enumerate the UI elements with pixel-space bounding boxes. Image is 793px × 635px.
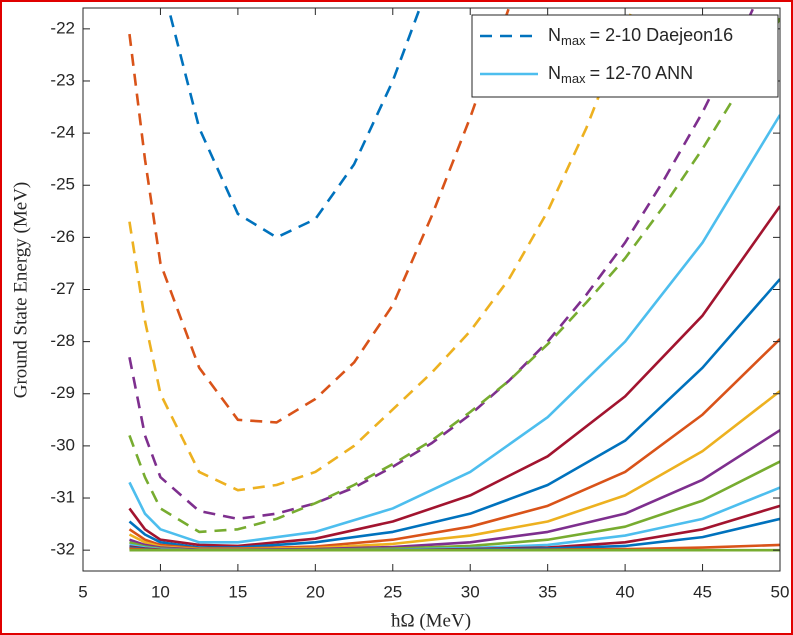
y-tick-label: -24 [50, 123, 75, 142]
legend-label-part: max [561, 71, 586, 86]
series-line [128, 114, 780, 544]
y-tick-label: -25 [50, 175, 75, 194]
y-tick-label: -22 [50, 18, 75, 37]
legend-label-part: = 12-70 ANN [590, 63, 694, 83]
series-line [128, 205, 780, 548]
legend-label-part: N [548, 63, 561, 83]
y-tick-label: -28 [50, 331, 75, 350]
legend-label-part: max [561, 33, 586, 48]
x-tick-label: 20 [306, 582, 325, 601]
series-line [128, 338, 780, 550]
legend-label-part: N [548, 25, 561, 45]
lines [128, 8, 780, 552]
legend-box [471, 14, 779, 98]
x-tick-label: 40 [616, 582, 635, 601]
x-tick-label: 50 [771, 582, 790, 601]
x-tick-label: 35 [538, 582, 557, 601]
x-axis-label: ħΩ (MeV) [391, 610, 471, 631]
y-tick-label: -31 [50, 488, 75, 507]
y-tick-label: -26 [50, 227, 75, 246]
x-tick-label: 30 [461, 582, 480, 601]
x-tick-label: 25 [383, 582, 402, 601]
y-tick-label: -23 [50, 70, 75, 89]
y-tick-label: -30 [50, 435, 75, 454]
series-line [128, 17, 780, 534]
x-tick-label: 10 [151, 582, 170, 601]
y-tick-label: -29 [50, 383, 75, 402]
series-line [128, 8, 755, 521]
series-line [167, 8, 422, 239]
y-axis-label: Ground State Energy (MeV) [10, 182, 31, 399]
legend-label: Nmax = 2-10 Daejeon16 [548, 25, 733, 49]
plot-area [83, 8, 780, 571]
series-line [128, 278, 780, 549]
legend-label-part: = 2-10 Daejeon16 [590, 25, 734, 45]
series-line [128, 8, 635, 492]
x-tick-label: 15 [228, 582, 247, 601]
series-line [128, 8, 511, 424]
legend-label: Nmax = 12-70 ANN [548, 63, 693, 87]
x-tick-label: 5 [78, 582, 87, 601]
y-tick-label: -32 [50, 540, 75, 559]
y-tick-label: -27 [50, 279, 75, 298]
x-tick-label: 45 [693, 582, 712, 601]
